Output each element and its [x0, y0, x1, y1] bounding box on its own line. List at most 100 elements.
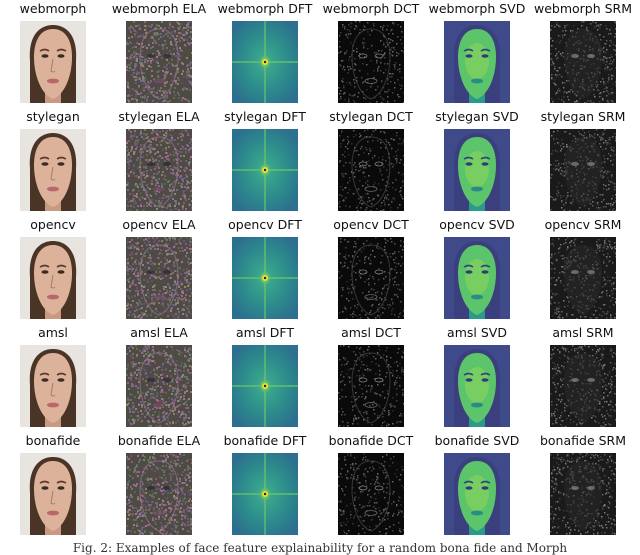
face-image — [444, 21, 510, 103]
face-image — [126, 453, 192, 535]
panel-bonafide-ela: bonafide ELA — [106, 432, 212, 540]
face-image — [20, 453, 86, 535]
panel-label: stylegan DFT — [212, 108, 318, 128]
panel-bonafide-srm: bonafide SRM — [530, 432, 636, 540]
panel-label: webmorph — [0, 0, 106, 20]
panel-image-dct — [338, 129, 404, 211]
face-image — [126, 345, 192, 427]
panel-image-svd — [444, 453, 510, 535]
face-image — [20, 129, 86, 211]
panel-label: webmorph DCT — [318, 0, 424, 20]
panel-image-ela — [126, 345, 192, 427]
face-image — [338, 129, 404, 211]
face-image — [444, 237, 510, 319]
panel-stylegan-dft: stylegan DFT — [212, 108, 318, 216]
panel-bonafide-svd: bonafide SVD — [424, 432, 530, 540]
panel-image-photo — [20, 345, 86, 427]
panel-stylegan-ela: stylegan ELA — [106, 108, 212, 216]
face-image — [550, 21, 616, 103]
face-image — [20, 345, 86, 427]
panel-label: opencv ELA — [106, 216, 212, 236]
panel-label: stylegan — [0, 108, 106, 128]
face-image — [338, 237, 404, 319]
panel-label: stylegan SVD — [424, 108, 530, 128]
face-image — [338, 453, 404, 535]
panel-label: stylegan SRM — [530, 108, 636, 128]
panel-bonafide-dct: bonafide DCT — [318, 432, 424, 540]
panel-image-dft — [232, 129, 298, 211]
panel-image-ela — [126, 237, 192, 319]
panel-amsl-dft: amsl DFT — [212, 324, 318, 432]
panel-stylegan-svd: stylegan SVD — [424, 108, 530, 216]
face-image — [338, 21, 404, 103]
panel-webmorph-dft: webmorph DFT — [212, 0, 318, 108]
panel-label: bonafide DCT — [318, 432, 424, 452]
panel-label: amsl DFT — [212, 324, 318, 344]
panel-label: stylegan DCT — [318, 108, 424, 128]
face-image — [232, 453, 298, 535]
face-image — [444, 129, 510, 211]
panel-image-photo — [20, 237, 86, 319]
panel-image-ela — [126, 453, 192, 535]
panel-image-svd — [444, 21, 510, 103]
panel-label: bonafide SVD — [424, 432, 530, 452]
panel-bonafide-dft: bonafide DFT — [212, 432, 318, 540]
face-image — [126, 21, 192, 103]
face-image — [338, 345, 404, 427]
panel-stylegan-dct: stylegan DCT — [318, 108, 424, 216]
face-image — [550, 345, 616, 427]
panel-webmorph-svd: webmorph SVD — [424, 0, 530, 108]
panel-image-srm — [550, 345, 616, 427]
panel-opencv-dft: opencv DFT — [212, 216, 318, 324]
panel-image-photo — [20, 21, 86, 103]
panel-label: bonafide — [0, 432, 106, 452]
panel-opencv-photo: opencv — [0, 216, 106, 324]
panel-image-photo — [20, 129, 86, 211]
panel-webmorph-photo: webmorph — [0, 0, 106, 108]
panel-label: opencv SVD — [424, 216, 530, 236]
panel-image-dct — [338, 345, 404, 427]
face-image — [232, 237, 298, 319]
panel-label: opencv DFT — [212, 216, 318, 236]
panel-label: webmorph DFT — [212, 0, 318, 20]
panel-webmorph-ela: webmorph ELA — [106, 0, 212, 108]
panel-label: bonafide SRM — [530, 432, 636, 452]
panel-stylegan-srm: stylegan SRM — [530, 108, 636, 216]
panel-label: amsl — [0, 324, 106, 344]
panel-amsl-photo: amsl — [0, 324, 106, 432]
panel-label: amsl SVD — [424, 324, 530, 344]
panel-label: bonafide ELA — [106, 432, 212, 452]
face-image — [126, 237, 192, 319]
panel-image-srm — [550, 237, 616, 319]
panel-opencv-srm: opencv SRM — [530, 216, 636, 324]
panel-label: opencv — [0, 216, 106, 236]
panel-opencv-dct: opencv DCT — [318, 216, 424, 324]
face-image — [550, 237, 616, 319]
face-image — [20, 237, 86, 319]
face-image — [126, 129, 192, 211]
panel-image-dft — [232, 345, 298, 427]
panel-label: webmorph SRM — [530, 0, 636, 20]
panel-image-srm — [550, 453, 616, 535]
panel-opencv-ela: opencv ELA — [106, 216, 212, 324]
panel-image-svd — [444, 237, 510, 319]
panel-image-dct — [338, 453, 404, 535]
panel-image-photo — [20, 453, 86, 535]
panel-amsl-dct: amsl DCT — [318, 324, 424, 432]
panel-label: stylegan ELA — [106, 108, 212, 128]
panel-label: amsl SRM — [530, 324, 636, 344]
panel-amsl-srm: amsl SRM — [530, 324, 636, 432]
panel-label: amsl ELA — [106, 324, 212, 344]
panel-image-dct — [338, 237, 404, 319]
face-image — [20, 21, 86, 103]
panel-image-ela — [126, 129, 192, 211]
panel-image-dct — [338, 21, 404, 103]
panel-label: amsl DCT — [318, 324, 424, 344]
panel-image-svd — [444, 345, 510, 427]
face-image — [550, 453, 616, 535]
panel-image-dft — [232, 237, 298, 319]
panel-image-dft — [232, 21, 298, 103]
panel-amsl-ela: amsl ELA — [106, 324, 212, 432]
panel-label: opencv SRM — [530, 216, 636, 236]
